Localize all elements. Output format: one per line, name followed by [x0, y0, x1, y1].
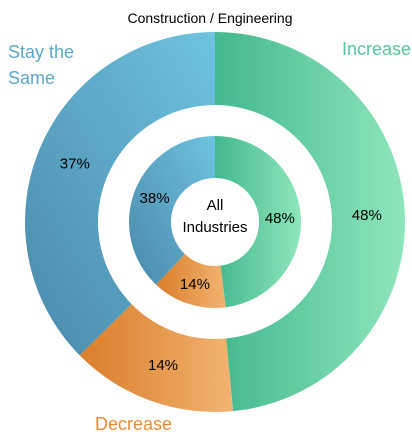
outer-slice-decrease [79, 304, 234, 412]
inner-slice-decrease [156, 254, 226, 308]
outer-slice-stay-the-same [24, 32, 216, 356]
outer-data-label-stay-the-same: 37% [60, 155, 90, 172]
center-label-line1: All [207, 197, 224, 214]
center-label-line2: Industries [182, 219, 247, 236]
outer-ring: 48% 14% 37% [24, 32, 406, 412]
chart-title: Construction / Engineering [128, 10, 293, 26]
inner-ring: 48% 14% 38% [129, 136, 302, 308]
legend-label-stay-line1: Stay the [8, 42, 74, 62]
inner-data-label-increase: 48% [265, 210, 295, 227]
inner-slice-stay-the-same [129, 136, 215, 285]
outer-data-label-increase: 48% [352, 207, 382, 224]
inner-data-label-stay-the-same: 38% [140, 190, 170, 207]
outer-slice-increase [215, 32, 406, 412]
legend-label-stay-line2: Same [8, 68, 55, 88]
inner-slice-increase [215, 136, 302, 308]
inner-data-label-decrease: 14% [180, 276, 210, 293]
legend-label-decrease: Decrease [95, 414, 172, 434]
outer-data-label-decrease: 14% [148, 357, 178, 374]
legend-label-increase: Increase [342, 39, 411, 59]
